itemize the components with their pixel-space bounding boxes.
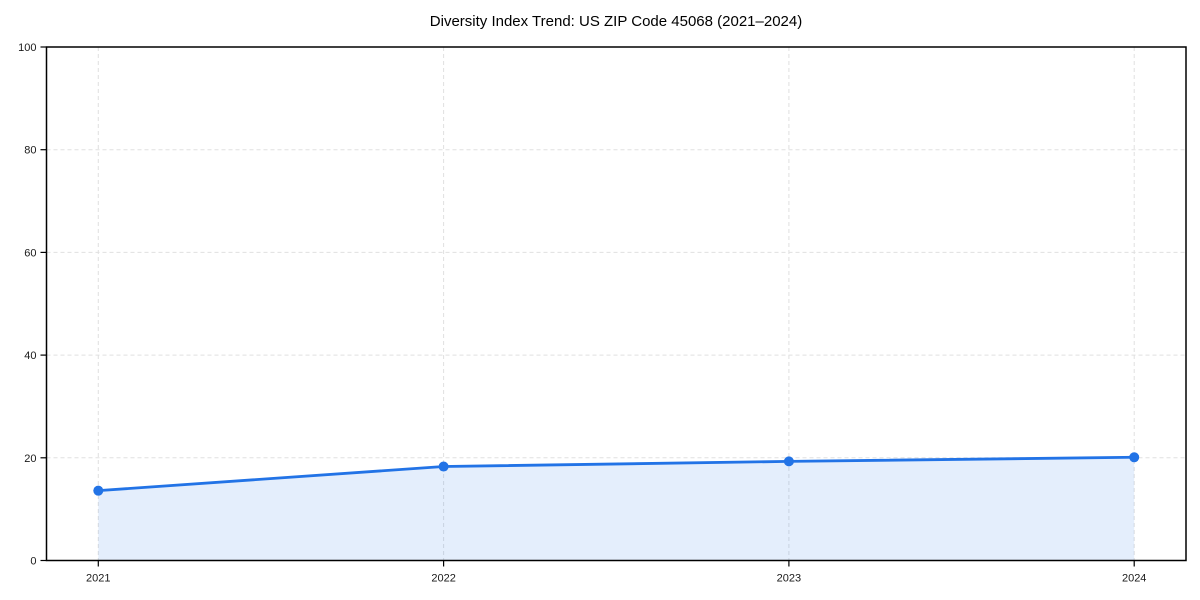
y-axis-tick-label: 80 <box>24 145 36 157</box>
y-axis-tick-label: 40 <box>24 350 36 362</box>
x-axis-tick-label: 2022 <box>431 573 455 585</box>
data-point-marker <box>438 461 449 472</box>
data-point-marker <box>1129 452 1140 463</box>
x-axis-tick-label: 2023 <box>777 573 801 585</box>
data-point-marker <box>93 485 104 496</box>
y-axis-tick-label: 60 <box>24 247 36 259</box>
x-axis-tick-label: 2024 <box>1122 573 1146 585</box>
y-axis-tick-label: 0 <box>30 556 36 568</box>
y-axis-tick-label: 100 <box>18 42 36 54</box>
trend-line <box>96 455 1136 493</box>
area-fill <box>98 457 1135 561</box>
data-point-marker <box>783 456 794 467</box>
y-axis-tick-label: 20 <box>24 453 36 465</box>
plot-frame <box>45 46 1187 562</box>
x-axis-tick-label: 2021 <box>86 573 110 585</box>
chart-title: Diversity Index Trend: US ZIP Code 45068… <box>429 13 803 30</box>
